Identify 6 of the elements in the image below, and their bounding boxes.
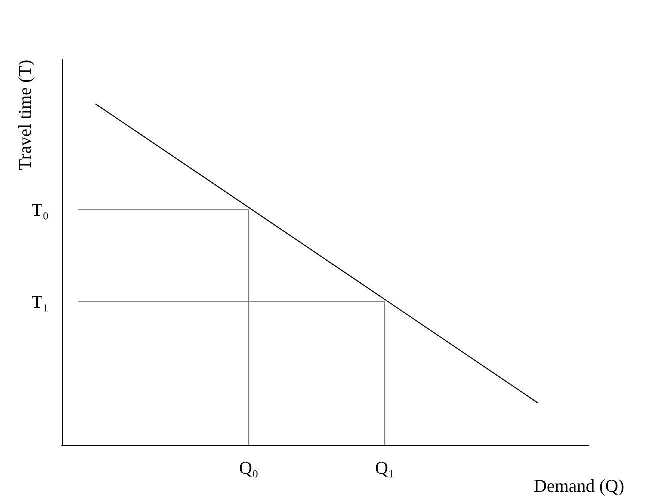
x-tick-label: Q₁: [375, 458, 395, 478]
x-tick-label: Q₀: [239, 458, 259, 478]
series-label: T₀: [32, 200, 49, 220]
x-axis-title: Demand (Q): [534, 476, 624, 496]
series-label: T₁: [32, 292, 49, 312]
y-axis-title: Travel time (T): [15, 60, 35, 170]
